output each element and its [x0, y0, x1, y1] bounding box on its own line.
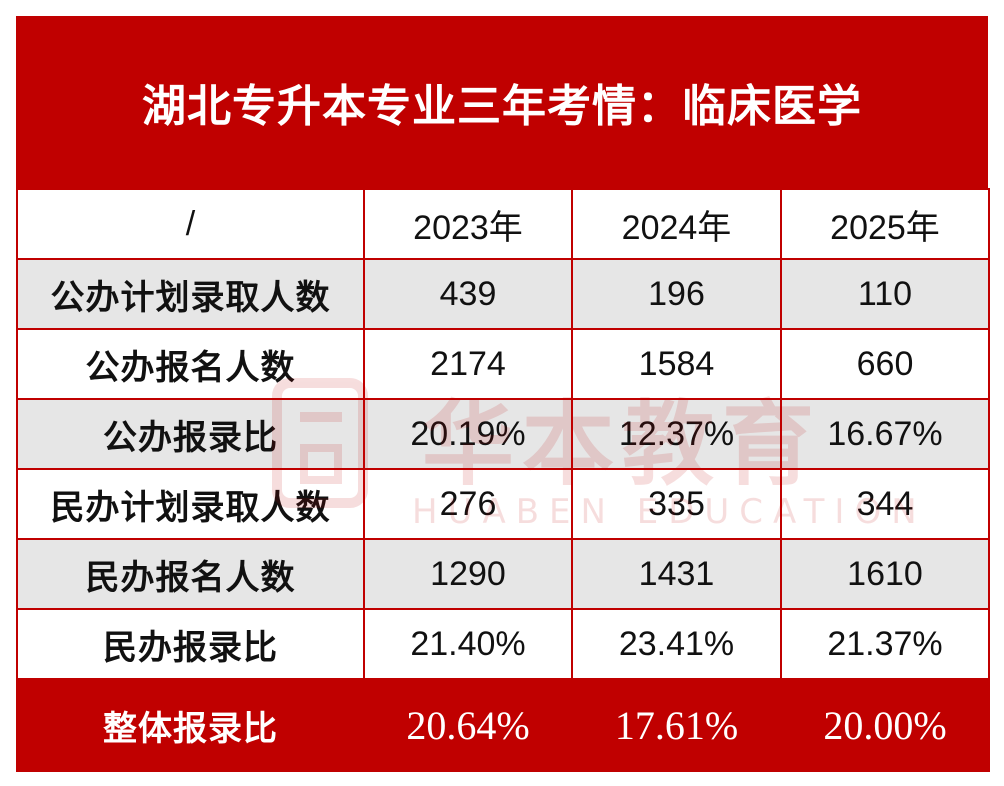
table-cell: 1610 [780, 538, 990, 610]
table-cell: 12.37% [571, 398, 782, 470]
table-cell: 196 [571, 258, 782, 330]
table-cell: 21.37% [780, 608, 990, 680]
total-label: 整体报录比 [16, 678, 365, 772]
table-row: 民办计划录取人数 276 335 344 [16, 468, 990, 540]
total-cell: 17.61% [571, 678, 782, 772]
row-label: 民办计划录取人数 [16, 468, 365, 540]
table-cell: 344 [780, 468, 990, 540]
table-cell: 110 [780, 258, 990, 330]
header-cell: 2023年 [363, 188, 573, 260]
total-row: 整体报录比 20.64% 17.61% 20.00% [16, 678, 990, 772]
table-card: 湖北专升本专业三年考情：临床医学 / 2023年 2024年 2025年 公办计… [16, 16, 990, 772]
table-row: 民办报录比 21.40% 23.41% 21.37% [16, 608, 990, 680]
table-cell: 335 [571, 468, 782, 540]
table-row: 公办报名人数 2174 1584 660 [16, 328, 990, 400]
table-cell: 21.40% [363, 608, 573, 680]
table-cell: 660 [780, 328, 990, 400]
table-cell: 439 [363, 258, 573, 330]
table-row: 公办计划录取人数 439 196 110 [16, 258, 990, 330]
table-row: 公办报录比 20.19% 12.37% 16.67% [16, 398, 990, 470]
total-cell: 20.64% [363, 678, 573, 772]
table-cell: 2174 [363, 328, 573, 400]
table-cell: 1584 [571, 328, 782, 400]
table-cell: 1431 [571, 538, 782, 610]
row-label: 公办报录比 [16, 398, 365, 470]
header-cell: 2025年 [780, 188, 990, 260]
total-cell: 20.00% [780, 678, 990, 772]
stats-table: / 2023年 2024年 2025年 公办计划录取人数 439 196 110… [16, 188, 990, 772]
header-row: / 2023年 2024年 2025年 [16, 188, 990, 260]
row-label: 公办报名人数 [16, 328, 365, 400]
table-cell: 1290 [363, 538, 573, 610]
header-cell: 2024年 [571, 188, 782, 260]
table-cell: 20.19% [363, 398, 573, 470]
table-cell: 16.67% [780, 398, 990, 470]
header-cell: / [16, 188, 365, 260]
row-label: 民办报名人数 [16, 538, 365, 610]
table-cell: 23.41% [571, 608, 782, 680]
table-cell: 276 [363, 468, 573, 540]
row-label: 公办计划录取人数 [16, 258, 365, 330]
row-label: 民办报录比 [16, 608, 365, 680]
table-row: 民办报名人数 1290 1431 1610 [16, 538, 990, 610]
page-title: 湖北专升本专业三年考情：临床医学 [142, 81, 862, 132]
